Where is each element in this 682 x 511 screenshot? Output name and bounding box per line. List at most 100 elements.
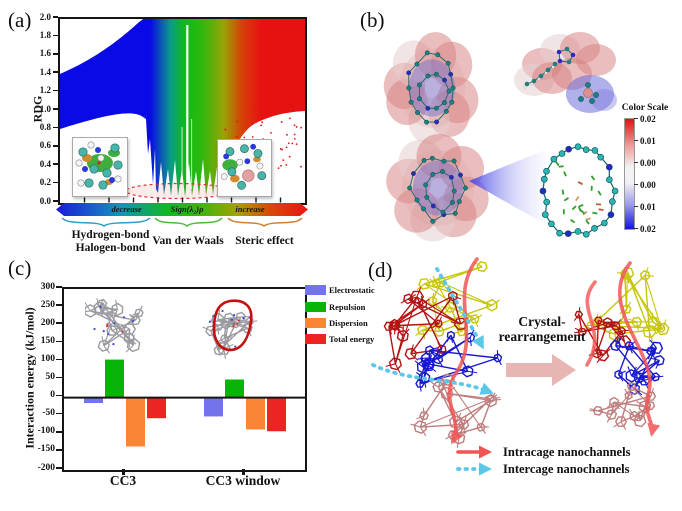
region-braces <box>61 217 303 227</box>
process-label-line1: Crystal- <box>518 314 566 329</box>
molecule-wireframe <box>202 309 258 359</box>
legend-intracage-label: Intracage nanochannels <box>503 445 631 459</box>
energy-ytick-mark <box>56 304 62 306</box>
white-spike-right <box>191 119 193 189</box>
rdg-ytick-label: 1.0 <box>39 103 51 114</box>
color-scale-tick-mark <box>634 184 638 186</box>
crystal-packing-before <box>383 261 503 448</box>
energy-ytick-label: 250 <box>40 299 55 310</box>
category-label-cc3-window: CC3 window <box>205 473 281 488</box>
energy-ytick-label: 50 <box>45 372 56 382</box>
color-scale-tick-mark <box>634 118 638 120</box>
rdg-ytick-mark <box>53 163 58 165</box>
legend-item-electrostatic: Electrostatic <box>305 282 375 298</box>
rdg-ytick-label: 0.2 <box>39 177 51 188</box>
category-label-cc3: CC3 <box>109 473 137 488</box>
cc3-window-inset <box>202 309 258 359</box>
intracage-channel-arrow-left <box>447 257 479 445</box>
color-scale-tick-mark <box>634 206 638 208</box>
energy-ytick-label: -200 <box>37 462 55 473</box>
molecule-wireframe <box>383 287 469 374</box>
bar-total-energy-cc3 <box>147 397 166 419</box>
center-white-spike <box>186 25 189 196</box>
legend-item-repulsion: Repulsion <box>305 298 375 314</box>
intercage-channel-arrow-1 <box>435 267 484 350</box>
energy-ytick-mark <box>56 358 62 361</box>
legend-swatch <box>305 317 326 328</box>
rdg-ytick-label: 0.0 <box>39 195 51 206</box>
rdg-ytick-mark <box>53 71 58 73</box>
panel-c-label: (c) <box>8 256 32 280</box>
molecule-wireframe <box>573 307 632 364</box>
rdg-ytick-label: 0.8 <box>39 121 51 132</box>
inset-molecule-right <box>217 139 272 197</box>
rdg-ytick-mark <box>53 108 58 110</box>
molecule-wireframe <box>414 329 503 392</box>
rdg-ytick-mark <box>53 200 58 202</box>
region-label-hbond-line2: Halogen-bond <box>75 241 146 254</box>
color-scale-tick-label: 0.01 <box>640 135 656 146</box>
rdg-ytick-mark <box>53 126 58 129</box>
color-scale-tick-mark <box>634 228 638 230</box>
bar-dispersion-cc3-window <box>246 397 265 430</box>
region-label-hbond-line1: Hydrogen-bond <box>71 229 150 241</box>
xtick-cc3 <box>121 469 125 475</box>
energy-ytick-mark <box>56 449 62 451</box>
rdg-ytick-label: 2.0 <box>39 11 51 22</box>
color-scale-tick-mark <box>634 140 638 142</box>
energy-ytick-label: 150 <box>40 335 55 346</box>
energy-ytick-label: 0 <box>50 390 55 401</box>
intracage-channel-arrow-right-2 <box>585 280 597 367</box>
rdg-ytick-label: 1.6 <box>39 48 51 59</box>
energy-ytick-label: 300 <box>40 281 55 292</box>
energy-ytick-mark <box>56 286 62 288</box>
energy-ytick-label: 200 <box>40 317 55 328</box>
color-scale-tick-label: 0.01 <box>640 201 656 212</box>
bar-repulsion-cc3 <box>105 359 124 398</box>
legend-item-dispersion: Dispersion <box>305 315 375 331</box>
brace-steric <box>227 217 303 227</box>
cc3-cage-inset <box>85 298 144 354</box>
rdg-ytick-mark <box>53 145 58 147</box>
rdg-ytick-mark <box>53 181 58 184</box>
rdg-ytick-label: 1.8 <box>39 29 51 40</box>
legend-swatch <box>305 301 326 312</box>
white-spike-left <box>181 127 183 191</box>
cage-inset-drawings <box>85 298 258 359</box>
process-label: Crystal- rearrangement <box>494 314 590 344</box>
legend-label: Dispersion <box>329 317 368 328</box>
energy-ytick-mark <box>56 322 62 324</box>
color-scale-title: Color Scale <box>621 103 669 113</box>
rdg-ytick-mark <box>53 89 58 92</box>
panel-a-label: (a) <box>8 8 32 32</box>
intercage-channel-arrow-2 <box>371 363 494 395</box>
rdg-scatter-plot <box>58 17 307 205</box>
sign-lambda2-rho-gradient-bar: decrease Sign(λ₂)ρ increase <box>56 203 308 216</box>
energy-ytick-label: 100 <box>40 353 55 364</box>
energy-ytick-label: -50 <box>42 408 55 419</box>
process-label-line2: rearrangement <box>498 328 586 344</box>
legend-item-total-energy: Total energy <box>305 331 375 347</box>
molecule-wireframe <box>85 298 144 354</box>
rearrangement-arrow <box>506 354 576 386</box>
rdg-ytick-mark <box>53 53 58 55</box>
rdg-ytick-label: 1.2 <box>39 85 51 96</box>
energy-ytick-mark <box>56 412 62 415</box>
energy-ytick-mark <box>56 340 62 343</box>
brace-hydrogen-bond <box>61 217 151 227</box>
gradient-arrow-shape <box>56 203 308 216</box>
bar-chart-canvas <box>64 359 305 447</box>
bar-repulsion-cc3-window <box>225 379 244 398</box>
region-label-steric: Steric effect <box>222 235 307 248</box>
gradient-bar-decrease-text: decrease <box>111 204 142 214</box>
energy-ytick-mark <box>56 431 62 433</box>
xtick-cc3-window <box>241 469 245 475</box>
energy-ytick-mark <box>56 394 62 397</box>
region-label-vdw-line1: Van der Waals <box>152 235 224 247</box>
rdg-ytick-mark <box>53 16 58 18</box>
rdg-ytick-label: 0.4 <box>39 158 51 169</box>
